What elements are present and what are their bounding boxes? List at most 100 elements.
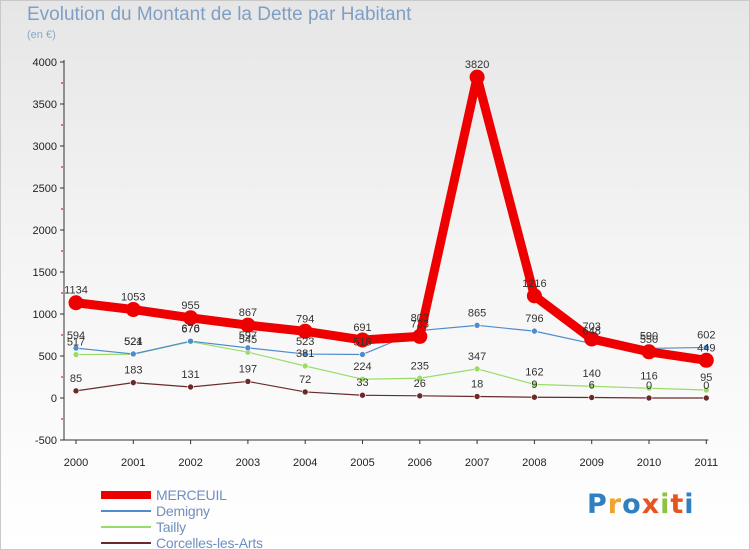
data-point	[187, 383, 194, 391]
data-label: 733	[411, 318, 429, 330]
data-point	[183, 310, 199, 326]
y-tick-label: 4000	[33, 57, 57, 69]
x-tick-label: 2006	[408, 457, 432, 469]
data-point	[641, 344, 657, 360]
data-label: 347	[468, 351, 486, 363]
x-tick-label: 2003	[236, 457, 260, 469]
data-point	[359, 375, 366, 383]
data-label: 597	[239, 330, 257, 342]
legend-swatch	[101, 526, 151, 528]
data-label: 703	[583, 321, 601, 333]
series-line	[71, 72, 711, 365]
y-tick-label: 1000	[33, 309, 57, 321]
y-tick-label: 2500	[33, 183, 57, 195]
data-label: 550	[640, 334, 658, 346]
data-label: 183	[124, 365, 142, 377]
data-label: 449	[697, 342, 715, 354]
data-point	[244, 344, 252, 352]
x-tick-label: 2002	[178, 457, 202, 469]
series-line	[75, 341, 707, 391]
data-point	[72, 387, 80, 395]
data-label: 18	[471, 378, 483, 390]
data-point	[645, 394, 653, 402]
brand-letter: i	[660, 489, 671, 520]
legend-item: Corcelles-les-Arts	[101, 535, 361, 550]
data-label: 545	[239, 334, 257, 346]
data-point	[355, 332, 370, 348]
data-label: 691	[353, 322, 371, 334]
x-tick-label: 2004	[293, 457, 317, 469]
legend-swatch	[101, 491, 151, 499]
legend-label: Corcelles-les-Arts	[156, 535, 263, 550]
legend-label: Tailly	[156, 519, 186, 535]
data-point	[645, 384, 653, 392]
data-point	[473, 393, 481, 400]
data-label: 602	[697, 329, 715, 341]
data-point	[240, 317, 256, 333]
data-label: 676	[181, 323, 199, 335]
brand-logo: Proxiti	[587, 489, 695, 520]
x-tick-label: 2001	[121, 457, 145, 469]
data-point	[526, 288, 542, 304]
data-label: 1053	[121, 292, 145, 304]
data-label: 224	[353, 361, 371, 373]
x-tick-label: 2005	[350, 457, 374, 469]
data-label: 162	[525, 366, 543, 378]
data-point	[469, 69, 485, 85]
series-merceuil	[68, 69, 714, 368]
data-point	[698, 352, 714, 368]
data-point	[702, 386, 710, 394]
data-label: 197	[239, 363, 257, 375]
data-point	[359, 391, 366, 399]
data-point	[473, 365, 481, 373]
legend-item: Demigny	[101, 503, 361, 519]
data-label: 867	[239, 307, 257, 319]
series-corcelles-les-arts	[72, 378, 710, 402]
brand-letter: o	[622, 489, 642, 520]
data-label: 670	[181, 324, 199, 336]
data-label: 95	[700, 372, 712, 384]
data-label: 0	[646, 380, 652, 392]
data-label: 590	[640, 330, 658, 342]
data-label: 865	[468, 307, 486, 319]
x-tick-label: 2010	[637, 457, 661, 469]
data-label: 0	[703, 380, 709, 392]
data-label: 518	[353, 336, 371, 348]
data-point	[416, 374, 424, 382]
data-label: 955	[181, 300, 199, 312]
data-point	[588, 394, 596, 401]
data-point	[301, 362, 309, 370]
data-point	[473, 322, 481, 329]
x-tick-label: 2000	[64, 457, 88, 469]
brand-letter: x	[641, 489, 661, 520]
data-point	[531, 393, 538, 401]
data-point	[531, 381, 538, 388]
data-label: 594	[67, 330, 85, 342]
data-label: 9	[531, 379, 537, 391]
data-label: 235	[411, 360, 429, 372]
data-label: 1134	[64, 285, 88, 297]
x-tick-label: 2009	[579, 457, 603, 469]
data-point	[702, 394, 710, 402]
y-tick-label: 0	[51, 393, 57, 405]
data-label: 72	[299, 374, 311, 386]
data-point	[72, 351, 80, 358]
data-label: 26	[414, 378, 426, 390]
data-label: 381	[296, 348, 314, 360]
data-point	[297, 323, 313, 339]
legend-label: Demigny	[156, 503, 210, 519]
y-tick-label: 500	[39, 351, 57, 363]
legend-swatch	[101, 542, 151, 544]
data-point	[130, 379, 137, 386]
y-tick-label: 3000	[33, 141, 57, 153]
data-label: 523	[296, 336, 314, 348]
data-label: 131	[181, 369, 199, 381]
data-label: 794	[296, 313, 314, 325]
data-point	[187, 337, 194, 345]
data-label: 517	[67, 337, 85, 349]
x-tick-label: 2007	[465, 457, 489, 469]
data-point	[301, 350, 309, 358]
data-label: 648	[583, 326, 601, 338]
